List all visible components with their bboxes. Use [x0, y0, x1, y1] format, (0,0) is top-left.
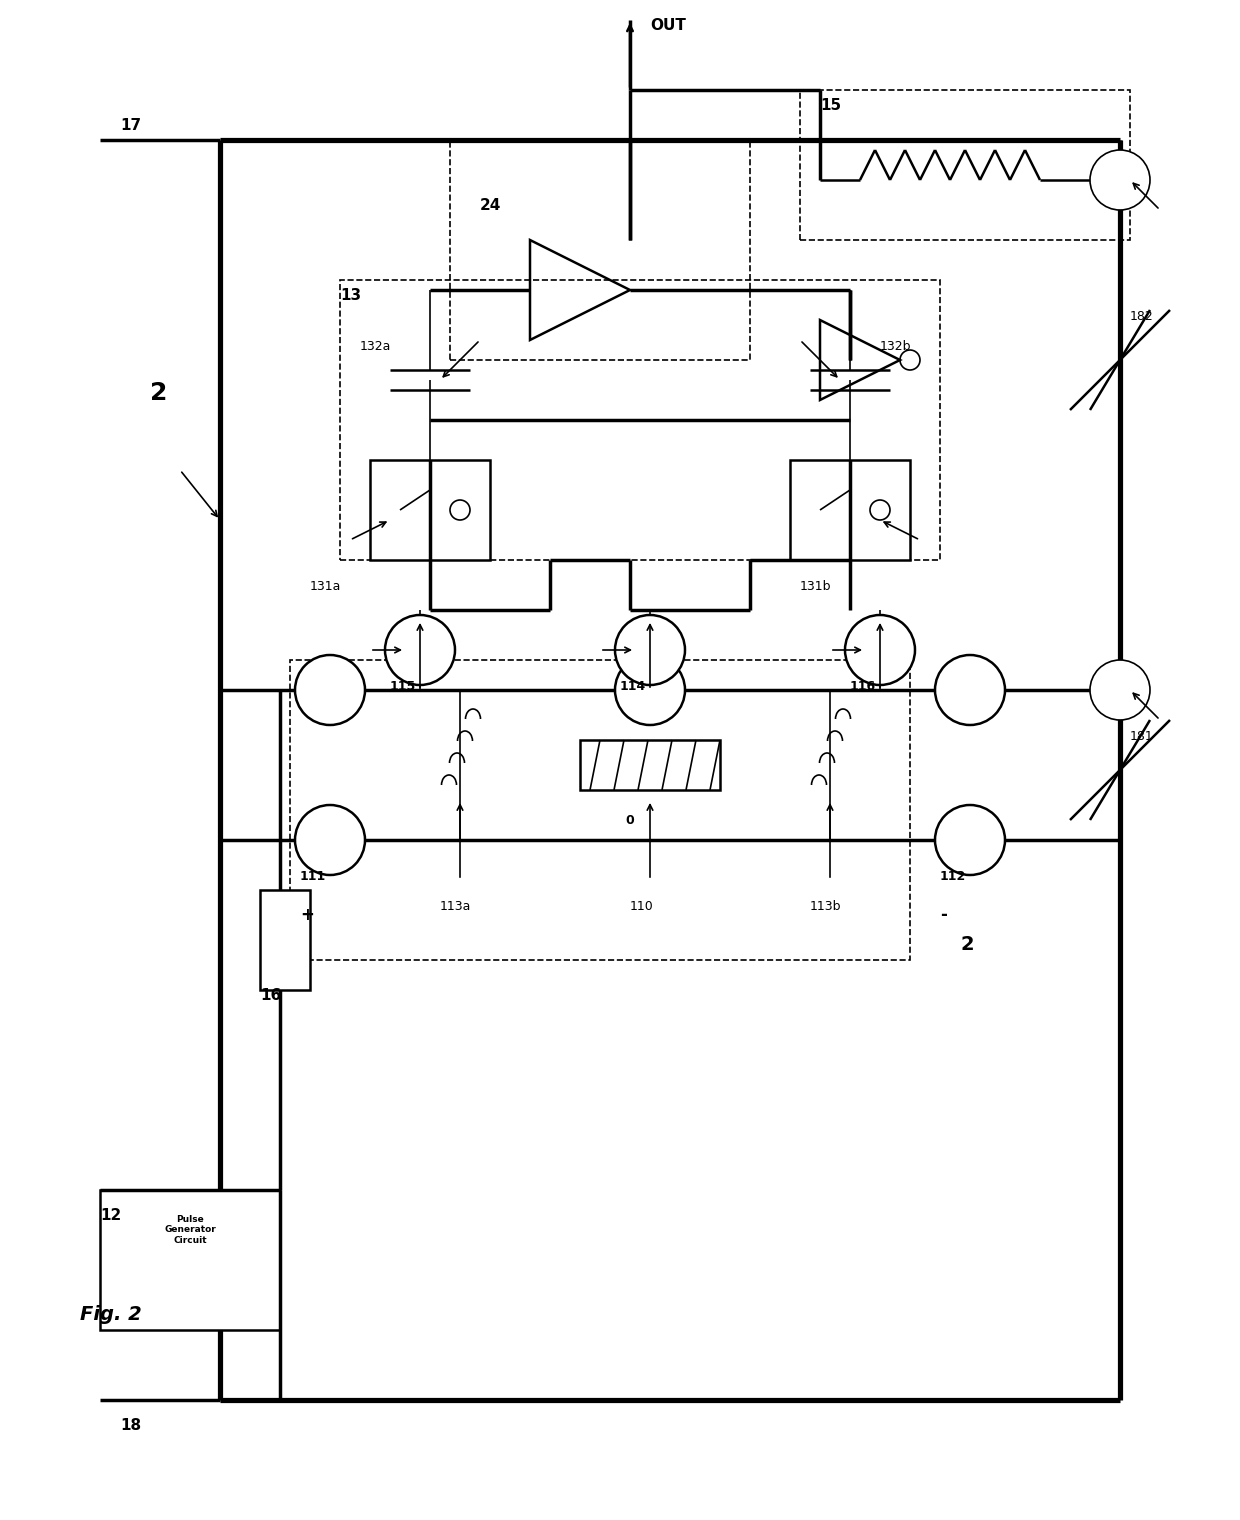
Text: 12: 12 [100, 1208, 122, 1224]
Bar [370, 461, 490, 559]
Bar [100, 1190, 280, 1330]
Text: 2: 2 [960, 935, 973, 955]
Text: 24: 24 [480, 198, 501, 213]
Text: 2: 2 [150, 382, 167, 404]
Text: 181: 181 [1130, 730, 1153, 743]
Text: 113b: 113b [810, 900, 842, 914]
Circle shape [935, 806, 1004, 876]
Text: 112: 112 [940, 869, 966, 883]
Text: 15: 15 [820, 97, 841, 112]
Text: 17: 17 [120, 119, 141, 134]
Bar [800, 90, 1130, 240]
Text: 110: 110 [630, 900, 653, 914]
Text: 182: 182 [1130, 310, 1153, 324]
Text: 114: 114 [620, 679, 646, 693]
Text: 113a: 113a [440, 900, 471, 914]
Circle shape [1090, 150, 1149, 210]
Text: 0: 0 [626, 813, 635, 827]
Text: 131b: 131b [800, 581, 832, 593]
Text: 116: 116 [849, 679, 877, 693]
Circle shape [615, 655, 684, 725]
Circle shape [1090, 660, 1149, 720]
Circle shape [384, 616, 455, 686]
Text: 13: 13 [340, 287, 361, 302]
Text: +: + [300, 906, 314, 924]
Circle shape [295, 655, 365, 725]
Text: 111: 111 [300, 869, 326, 883]
Text: 132b: 132b [880, 340, 911, 353]
Text: 115: 115 [391, 679, 417, 693]
Circle shape [615, 616, 684, 686]
Text: 18: 18 [120, 1418, 141, 1433]
Circle shape [870, 500, 890, 520]
Circle shape [450, 500, 470, 520]
Bar [260, 891, 310, 990]
Text: OUT: OUT [650, 18, 686, 33]
Bar [450, 140, 750, 360]
Circle shape [935, 655, 1004, 725]
Text: 132a: 132a [360, 340, 392, 353]
Text: 131a: 131a [310, 581, 341, 593]
Text: Pulse
Generator
Circuit: Pulse Generator Circuit [164, 1214, 216, 1245]
Text: -: - [940, 906, 947, 924]
Bar [580, 740, 720, 790]
Text: 11: 11 [300, 667, 321, 682]
Text: 16: 16 [260, 988, 281, 1003]
Text: Fig. 2: Fig. 2 [81, 1306, 141, 1324]
Bar [790, 461, 910, 559]
Circle shape [295, 806, 365, 876]
Circle shape [844, 616, 915, 686]
Bar [340, 280, 940, 559]
Bar [290, 660, 910, 961]
